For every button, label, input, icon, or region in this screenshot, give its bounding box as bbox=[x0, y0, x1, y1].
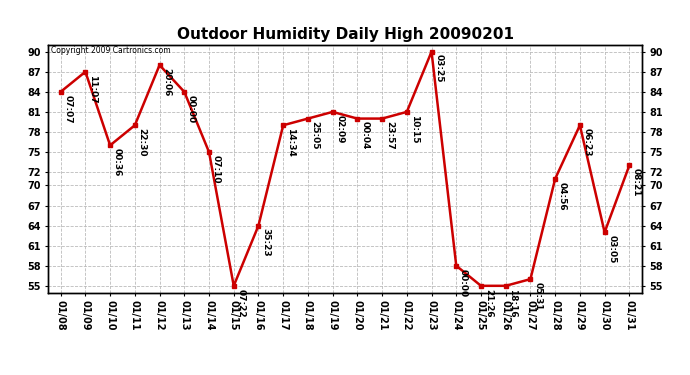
Text: 10:15: 10:15 bbox=[410, 115, 419, 143]
Text: 05:31: 05:31 bbox=[533, 282, 542, 310]
Text: 07:10: 07:10 bbox=[212, 155, 221, 183]
Text: 22:30: 22:30 bbox=[137, 128, 146, 156]
Text: 07:07: 07:07 bbox=[63, 94, 72, 123]
Text: 21:26: 21:26 bbox=[484, 289, 493, 317]
Text: 35:23: 35:23 bbox=[262, 228, 270, 257]
Text: 00:36: 00:36 bbox=[113, 148, 122, 177]
Text: 08:21: 08:21 bbox=[632, 168, 641, 196]
Text: 02:09: 02:09 bbox=[335, 115, 344, 143]
Text: 04:56: 04:56 bbox=[558, 182, 567, 210]
Text: 23:57: 23:57 bbox=[385, 122, 394, 150]
Text: Copyright 2009 Cartronics.com: Copyright 2009 Cartronics.com bbox=[51, 46, 171, 55]
Text: 07:22: 07:22 bbox=[237, 289, 246, 317]
Text: 20:06: 20:06 bbox=[162, 68, 171, 96]
Text: 00:04: 00:04 bbox=[360, 122, 369, 150]
Text: 00:00: 00:00 bbox=[187, 94, 196, 123]
Text: 25:05: 25:05 bbox=[310, 122, 319, 150]
Title: Outdoor Humidity Daily High 20090201: Outdoor Humidity Daily High 20090201 bbox=[177, 27, 513, 42]
Text: 11:07: 11:07 bbox=[88, 75, 97, 103]
Text: 14:34: 14:34 bbox=[286, 128, 295, 157]
Text: 18:16: 18:16 bbox=[509, 289, 518, 317]
Text: 06:23: 06:23 bbox=[582, 128, 591, 156]
Text: 03:25: 03:25 bbox=[434, 54, 443, 83]
Text: 03:05: 03:05 bbox=[607, 235, 616, 264]
Text: 00:00: 00:00 bbox=[459, 268, 468, 297]
